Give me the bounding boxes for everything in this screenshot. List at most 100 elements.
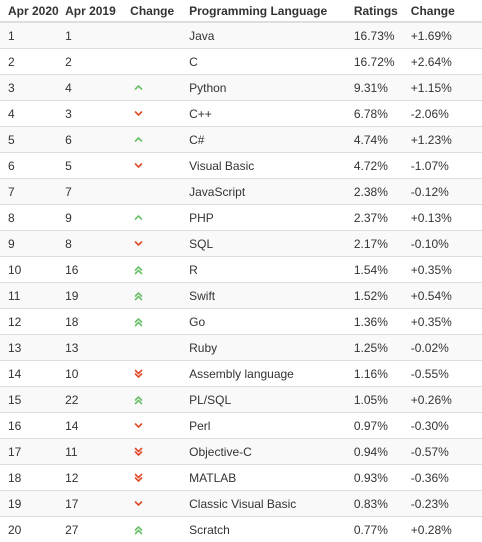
table-row: 2 2 C 16.72% +2.64% (0, 48, 482, 75)
language-name: C++ (189, 100, 354, 127)
rating-value: 2.17% (353, 230, 411, 257)
rank-apr-2020: 17 (0, 438, 66, 465)
rank-change-cell (130, 412, 190, 439)
rank-change-cell (130, 74, 190, 101)
table-row: 17 11 Objective-C 0.94% -0.57% (0, 438, 482, 465)
table-row: 6 5 Visual Basic 4.72% -1.07% (0, 152, 482, 179)
rank-change-cell (130, 490, 190, 517)
table-row: 8 9 PHP 2.37% +0.13% (0, 204, 482, 231)
rank-change-cell (130, 178, 190, 205)
rank-apr-2020: 13 (0, 334, 66, 361)
header-apr-2019[interactable]: Apr 2019 (65, 0, 131, 23)
rank-apr-2020: 3 (0, 74, 66, 101)
table-body: 1 1 Java 16.73% +1.69% 2 2 C 16.72% +2.64% 3 4 Pytho… (0, 21, 482, 542)
table-row: 20 27 Scratch 0.77% +0.28% (0, 516, 482, 542)
language-name: R (189, 256, 354, 283)
rating-value: 4.72% (353, 152, 411, 179)
rank-apr-2020: 10 (0, 256, 66, 283)
header-change[interactable]: Change (130, 0, 190, 23)
rating-value: 9.31% (353, 74, 411, 101)
language-name: Perl (189, 412, 354, 439)
rank-change-cell (130, 386, 190, 413)
rating-value: 0.77% (353, 516, 411, 542)
rank-apr-2019: 8 (65, 230, 131, 257)
rating-change-value: +0.54% (410, 282, 482, 309)
language-name: Scratch (189, 516, 354, 542)
language-name: Swift (189, 282, 354, 309)
double-chevron-down-icon (134, 369, 143, 378)
rating-value: 1.52% (353, 282, 411, 309)
chevron-down-icon (134, 500, 143, 506)
rank-apr-2019: 10 (65, 360, 131, 387)
table-row: 18 12 MATLAB 0.93% -0.36% (0, 464, 482, 491)
header-apr-2020[interactable]: Apr 2020 (0, 0, 66, 23)
rating-value: 1.05% (353, 386, 411, 413)
rank-apr-2019: 9 (65, 204, 131, 231)
table-row: 16 14 Perl 0.97% -0.30% (0, 412, 482, 439)
rank-apr-2019: 11 (65, 438, 131, 465)
rank-apr-2019: 22 (65, 386, 131, 413)
rank-apr-2019: 27 (65, 516, 131, 542)
language-name: JavaScript (189, 178, 354, 205)
rating-value: 4.74% (353, 126, 411, 153)
language-name: Visual Basic (189, 152, 354, 179)
rank-apr-2019: 13 (65, 334, 131, 361)
rank-apr-2020: 8 (0, 204, 66, 231)
rank-apr-2020: 18 (0, 464, 66, 491)
table-row: 19 17 Classic Visual Basic 0.83% -0.23% (0, 490, 482, 517)
rating-value: 0.94% (353, 438, 411, 465)
double-chevron-down-icon (134, 473, 143, 482)
double-chevron-up-icon (134, 265, 143, 274)
table-row: 10 16 R 1.54% +0.35% (0, 256, 482, 283)
table-row: 12 18 Go 1.36% +0.35% (0, 308, 482, 335)
rating-value: 2.38% (353, 178, 411, 205)
rating-value: 6.78% (353, 100, 411, 127)
rank-change-cell (130, 516, 190, 542)
rank-apr-2019: 16 (65, 256, 131, 283)
chevron-down-icon (134, 162, 143, 168)
rating-change-value: -0.30% (410, 412, 482, 439)
table-header-row: Apr 2020 Apr 2019 Change Programming Lan… (0, 0, 482, 23)
rank-change-cell (130, 282, 190, 309)
rank-change-cell (130, 308, 190, 335)
rank-apr-2020: 5 (0, 126, 66, 153)
rating-value: 1.25% (353, 334, 411, 361)
rating-change-value: +0.35% (410, 308, 482, 335)
chevron-down-icon (134, 110, 143, 116)
rank-apr-2020: 19 (0, 490, 66, 517)
rank-apr-2019: 19 (65, 282, 131, 309)
rank-apr-2019: 6 (65, 126, 131, 153)
rating-value: 16.72% (353, 48, 411, 75)
rating-change-value: -0.57% (410, 438, 482, 465)
chevron-up-icon (134, 84, 143, 90)
rank-change-cell (130, 230, 190, 257)
header-rating-change[interactable]: Change (410, 0, 482, 23)
rank-change-cell (130, 100, 190, 127)
header-programming-language[interactable]: Programming Language (189, 0, 354, 23)
chevron-down-icon (134, 240, 143, 246)
rank-apr-2019: 3 (65, 100, 131, 127)
rank-change-cell (130, 464, 190, 491)
rank-apr-2020: 12 (0, 308, 66, 335)
language-name: C# (189, 126, 354, 153)
rating-change-value: -0.10% (410, 230, 482, 257)
rating-value: 1.16% (353, 360, 411, 387)
language-name: MATLAB (189, 464, 354, 491)
rating-change-value: -0.55% (410, 360, 482, 387)
rating-value: 1.54% (353, 256, 411, 283)
rank-apr-2020: 2 (0, 48, 66, 75)
table-row: 5 6 C# 4.74% +1.23% (0, 126, 482, 153)
rank-apr-2019: 18 (65, 308, 131, 335)
header-ratings[interactable]: Ratings (353, 0, 411, 23)
table-row: 13 13 Ruby 1.25% -0.02% (0, 334, 482, 361)
double-chevron-up-icon (134, 395, 143, 404)
rating-change-value: +2.64% (410, 48, 482, 75)
language-name: Classic Visual Basic (189, 490, 354, 517)
rank-change-cell (130, 48, 190, 75)
rating-change-value: -0.36% (410, 464, 482, 491)
rank-change-cell (130, 360, 190, 387)
table-row: 4 3 C++ 6.78% -2.06% (0, 100, 482, 127)
table-row: 11 19 Swift 1.52% +0.54% (0, 282, 482, 309)
rating-change-value: +1.15% (410, 74, 482, 101)
